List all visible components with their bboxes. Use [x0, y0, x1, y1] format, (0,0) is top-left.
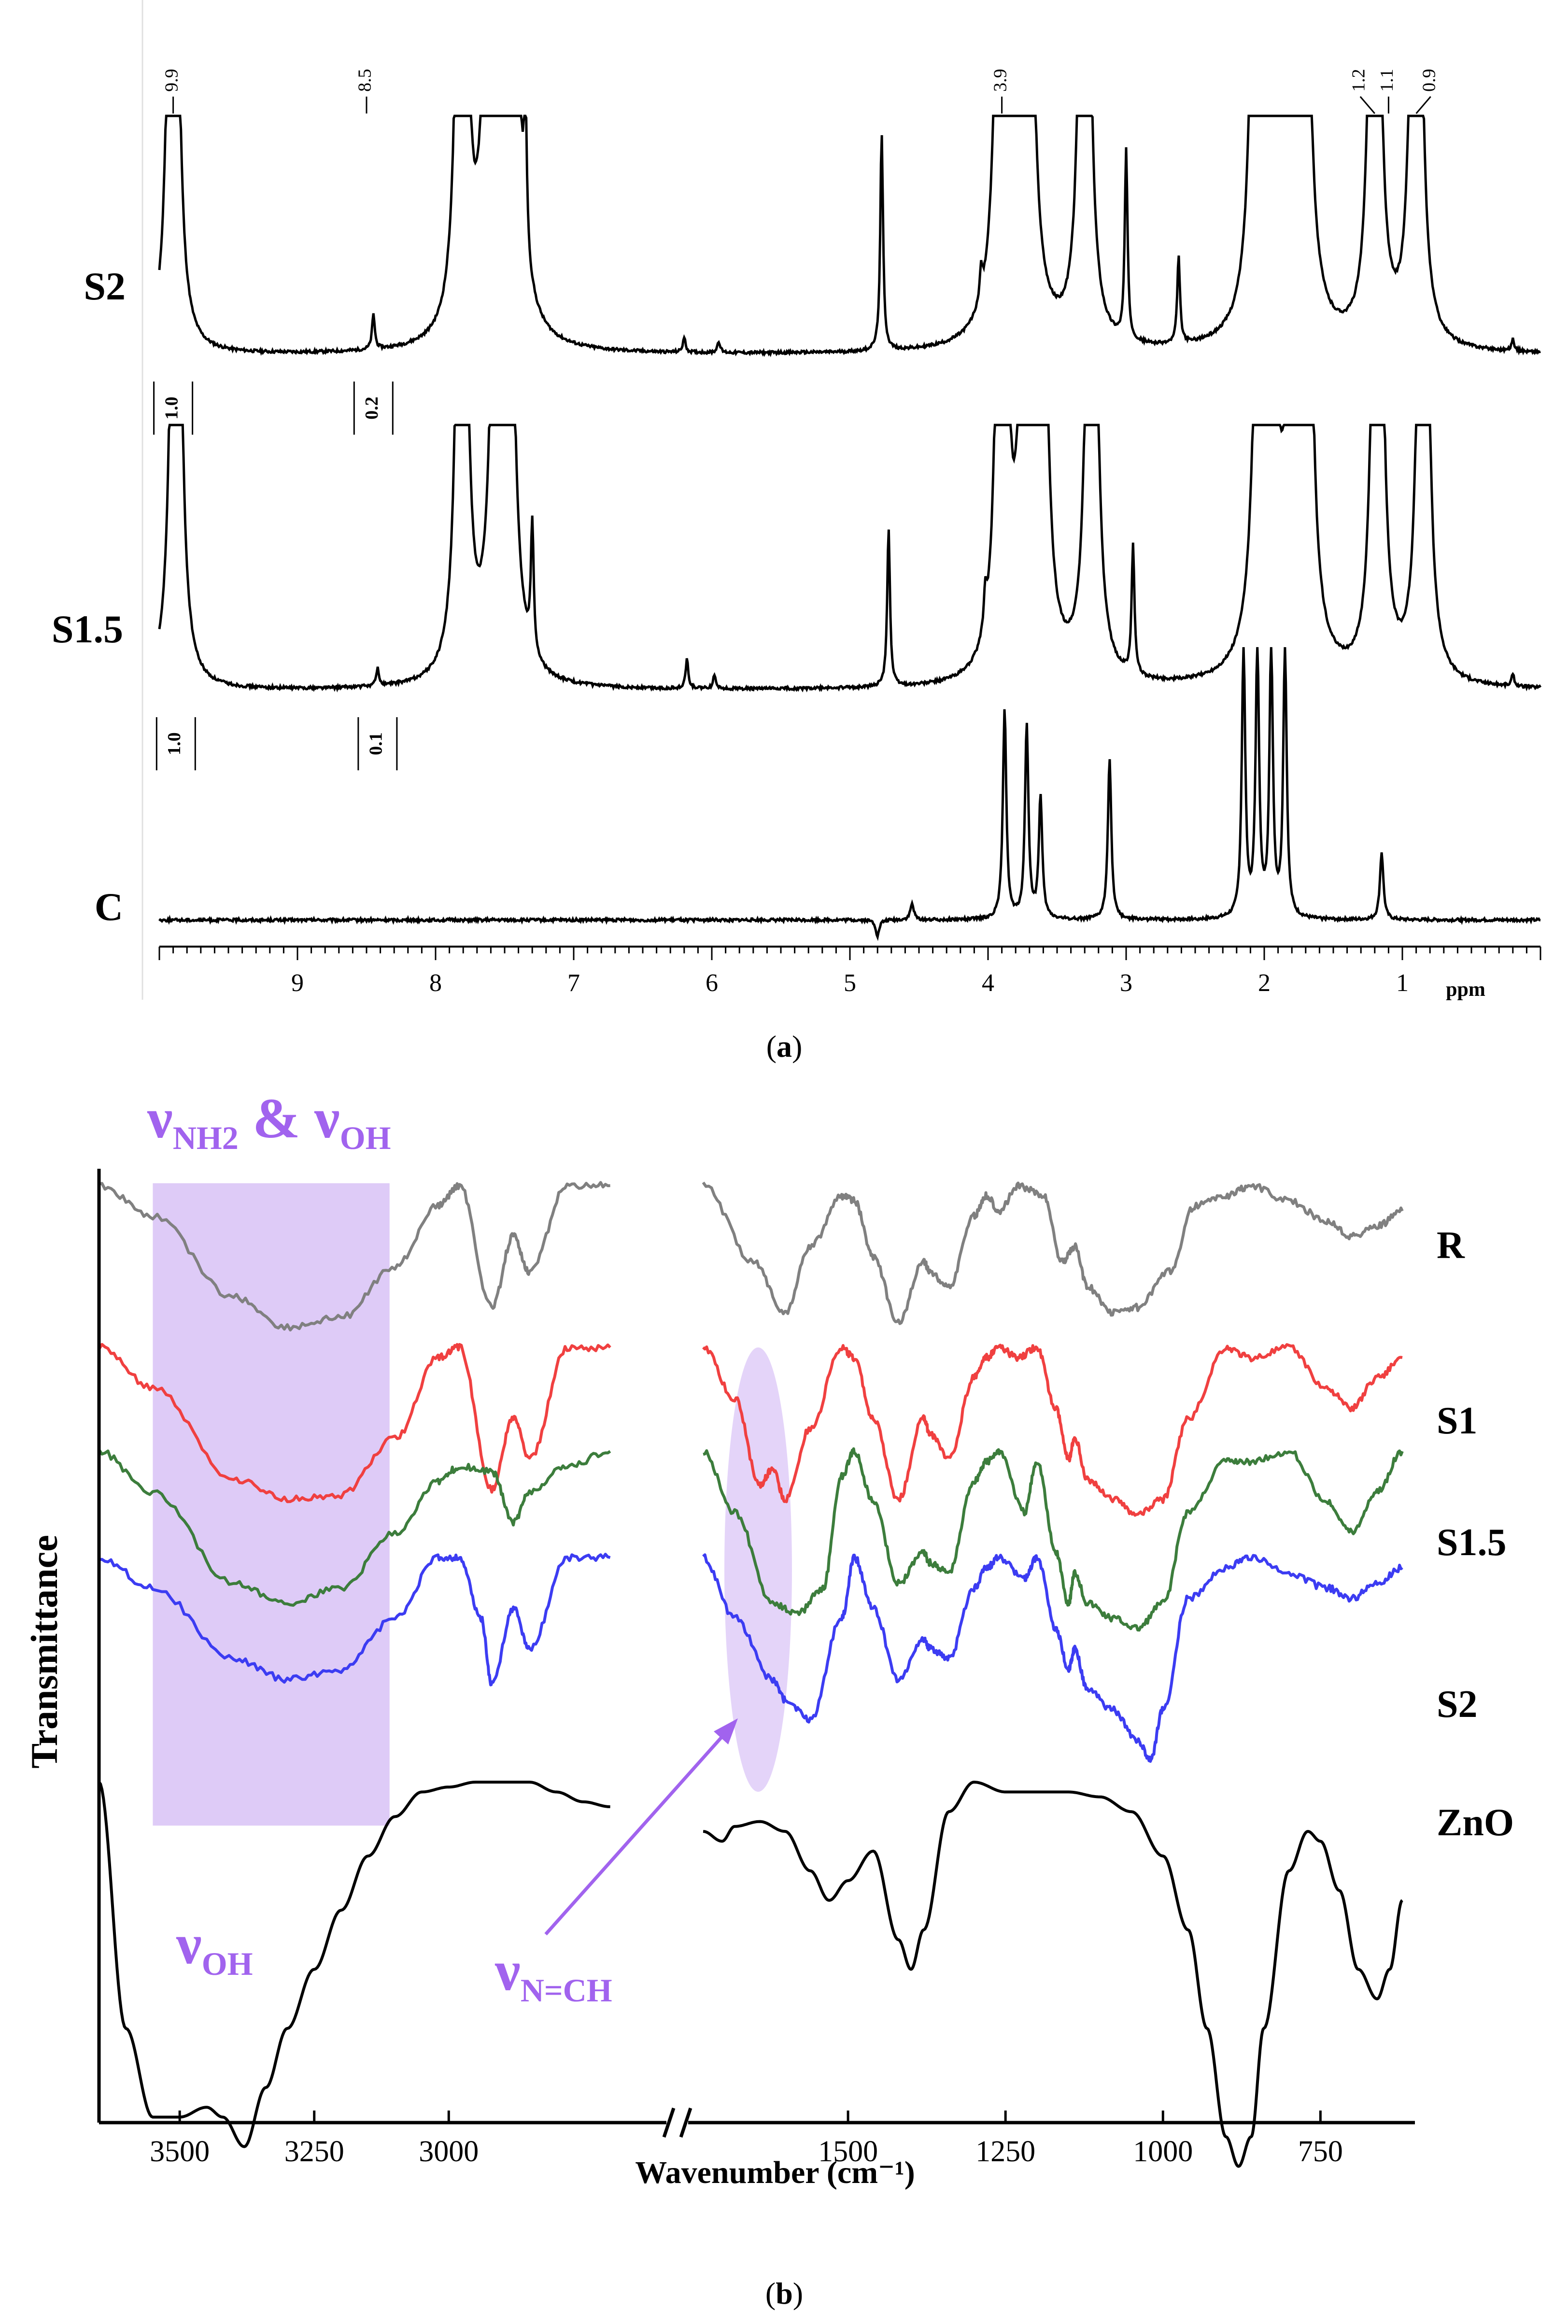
series-label-s2-ftir: S2	[1437, 1683, 1478, 1726]
ftir-tick-label: 3000	[419, 2135, 479, 2168]
nmr-panel: 9.9 8.5 3.9 1.2 1.1 0.9 1.0 0.2 1.0 0.1 9 8 7 6 5 4 3 2…	[52, 0, 1542, 1063]
integral-value: 0.1	[366, 732, 386, 755]
ftir-y-axis-label: Transmittance	[23, 1535, 65, 1769]
nmr-tick-label: 7	[567, 969, 580, 997]
nh2-oh-highlight-region	[153, 1183, 390, 1826]
series-label-c: C	[95, 885, 123, 929]
nmr-spectra	[158, 114, 1542, 941]
annotation-arrowhead	[714, 1718, 738, 1744]
ftir-tick-label: 3250	[284, 2135, 344, 2168]
nmr-tick-label: 3	[1120, 969, 1132, 997]
nmr-axis-unit: ppm	[1446, 978, 1485, 1001]
integral-bracket	[155, 717, 196, 770]
ftir-trace-4-1	[703, 1781, 1403, 2168]
series-label-s1-5-ftir: S1.5	[1437, 1521, 1507, 1564]
nmr-integrals: 1.0 0.2 1.0 0.1	[153, 382, 398, 770]
ftir-tick-label: 1000	[1133, 2135, 1193, 2168]
nmr-tick-label: 2	[1258, 969, 1271, 997]
ftir-trace-0-1	[702, 1181, 1404, 1325]
nmr-trace-0	[158, 114, 1541, 357]
axis-break-mark	[679, 2107, 692, 2138]
integral-bracket	[153, 382, 194, 435]
ftir-annotations: νNH2 & νOH νOH νN=CH	[147, 1087, 738, 2009]
nmr-tick-label: 6	[706, 969, 718, 997]
ftir-spectra	[98, 1181, 1404, 2168]
ftir-trace-2-0	[98, 1449, 611, 1607]
integral-value: 0.2	[362, 397, 382, 420]
annotation-nu-oh: νOH	[176, 1913, 253, 1982]
series-label-s1: S1	[1437, 1400, 1478, 1442]
peak-leader-5	[1415, 96, 1431, 114]
ftir-trace-0-0	[99, 1181, 610, 1332]
nmr-tick-label: 9	[291, 969, 304, 997]
panel-label-a: (a)	[766, 1029, 803, 1063]
peak-label: 1.1	[1377, 69, 1397, 92]
ftir-trace-4-0	[98, 1781, 610, 2148]
ftir-x-axis-label: Wavenumber (cm⁻¹)	[635, 2155, 915, 2190]
peak-label: 8.5	[355, 69, 375, 92]
nmr-tick-label: 5	[844, 969, 856, 997]
peak-label: 1.2	[1349, 69, 1369, 92]
integral-bracket	[353, 382, 394, 435]
peak-label: 3.9	[990, 69, 1010, 92]
ftir-trace-1-1	[702, 1343, 1403, 1517]
ftir-tick-label: 3500	[150, 2135, 210, 2168]
nmr-trace-2	[158, 647, 1541, 941]
peak-label: 0.9	[1419, 69, 1439, 92]
annotation-arrow	[544, 1730, 728, 1936]
axis-break-mark	[662, 2107, 676, 2138]
integral-value: 1.0	[164, 732, 184, 755]
nmr-tick-label: 1	[1396, 969, 1409, 997]
integral-bracket	[357, 717, 398, 770]
annotation-nu-n-ch: νN=CH	[494, 1939, 612, 2009]
ftir-tick-label: 1250	[975, 2135, 1035, 2168]
ftir-trace-3-1	[702, 1553, 1403, 1763]
nmr-tick-label: 8	[429, 969, 442, 997]
nmr-peak-labels: 9.9 8.5 3.9 1.2 1.1 0.9	[161, 69, 1439, 114]
ftir-tick-label: 750	[1298, 2135, 1343, 2168]
nmr-trace-1	[158, 424, 1542, 693]
nmr-tick-label: 4	[982, 969, 994, 997]
integral-value: 1.0	[161, 397, 182, 420]
series-label-zno: ZnO	[1437, 1801, 1514, 1844]
nmr-x-axis: 9 8 7 6 5 4 3 2 1	[158, 946, 1541, 997]
ftir-tick-label: 1500	[818, 2135, 878, 2168]
peak-leader-3	[1359, 96, 1375, 114]
annotation-nu-nh2-oh: νNH2 & νOH	[147, 1087, 391, 1156]
ftir-panel: 3500 3250 3000 1500 1250 1000 750 Transmittanc…	[23, 1087, 1514, 2310]
ftir-trace-2-1	[703, 1447, 1404, 1632]
panel-label-b: (b)	[765, 2276, 803, 2310]
ftir-x-axis: 3500 3250 3000 1500 1250 1000 750	[99, 2107, 1415, 2168]
ftir-trace-1-0	[98, 1343, 611, 1503]
series-label-s2: S2	[84, 264, 126, 308]
ftir-trace-3-0	[99, 1553, 611, 1686]
series-label-r: R	[1437, 1224, 1465, 1267]
series-label-s1-5: S1.5	[52, 607, 123, 651]
peak-label: 9.9	[161, 69, 182, 92]
